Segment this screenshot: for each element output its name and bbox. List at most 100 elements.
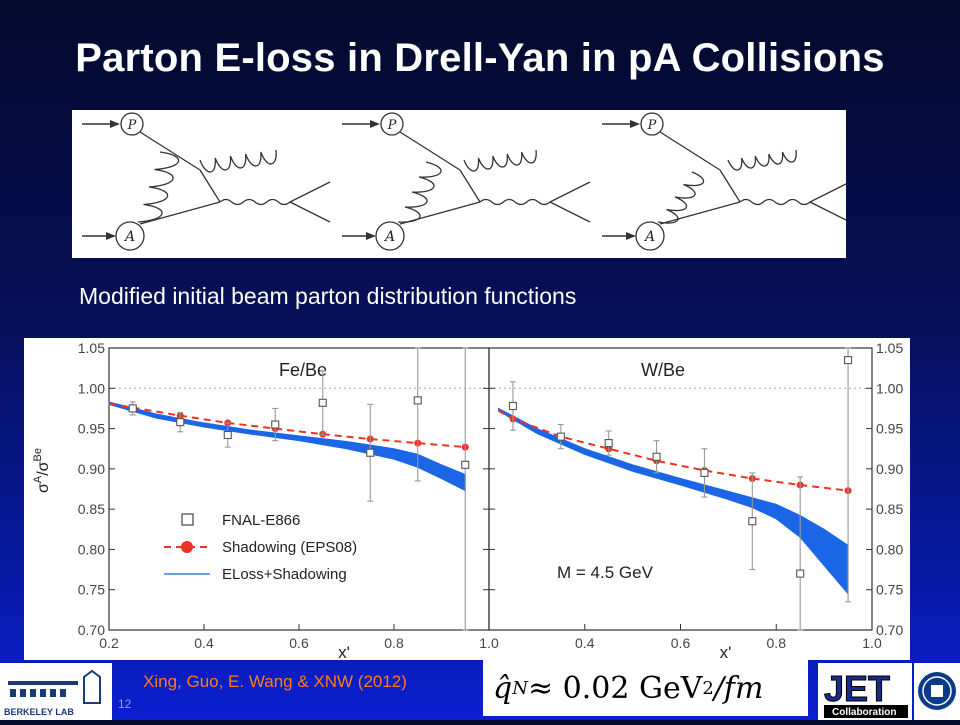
beam-arrow-head bbox=[110, 120, 120, 128]
lepton-line bbox=[289, 201, 331, 223]
plot-panel-2: 0.70 0.75 0.80 0.85 0.90 0.95 1.00 1.05 0.4 0.6 0.… bbox=[488, 340, 903, 662]
target-arrow-head bbox=[366, 232, 376, 240]
formula-qhat: q̂ bbox=[493, 670, 513, 706]
data-point bbox=[844, 356, 853, 365]
data-point bbox=[796, 569, 805, 578]
quark-line bbox=[399, 131, 461, 171]
gluon-line bbox=[137, 151, 180, 223]
data-point bbox=[318, 398, 327, 407]
data-point bbox=[223, 430, 232, 440]
plot-frame bbox=[108, 347, 490, 631]
target-arrow-head bbox=[106, 232, 116, 240]
target-label: A bbox=[643, 229, 655, 245]
gluon-line bbox=[397, 161, 442, 223]
x-tick-label: 0.2 bbox=[99, 635, 119, 651]
slide-subtitle: Modified initial beam parton distributio… bbox=[79, 283, 577, 309]
beam-label: P bbox=[647, 118, 657, 133]
lepton-line bbox=[809, 201, 851, 223]
eloss-band bbox=[108, 401, 466, 492]
berkeley-lab-logo: BERKELEY LAB bbox=[0, 663, 112, 720]
beam-blob bbox=[120, 112, 144, 136]
data-point bbox=[413, 396, 422, 405]
data-point bbox=[508, 401, 517, 411]
plot-frame bbox=[488, 347, 873, 631]
legend-circle-marker bbox=[181, 541, 193, 553]
x-tick-label: 0.8 bbox=[384, 635, 404, 651]
jet-logo-text: JET bbox=[824, 668, 890, 709]
quark-line bbox=[659, 131, 721, 171]
slide-title: Parton E-loss in Drell-Yan in pA Collisi… bbox=[75, 36, 885, 80]
y-tick-label: 0.95 bbox=[876, 421, 903, 437]
data-point bbox=[271, 420, 280, 429]
beam-blob bbox=[640, 112, 664, 136]
quark-line bbox=[139, 131, 201, 171]
y-tick-label: 0.95 bbox=[78, 421, 105, 437]
x-tick-label: 0.4 bbox=[575, 635, 595, 651]
ratio-plots: 0.70 0.75 0.80 0.85 0.90 0.95 1.00 1.05 0.2 0.4 0.… bbox=[32, 340, 903, 662]
plot-panel-1: 0.70 0.75 0.80 0.85 0.90 0.95 1.00 1.05 0.2 0.4 0.… bbox=[32, 340, 499, 662]
y-tick-label: 0.80 bbox=[78, 541, 105, 557]
legend-label: ELoss+Shadowing bbox=[222, 566, 347, 583]
beam-arrow-head bbox=[630, 120, 640, 128]
target-blob bbox=[375, 221, 405, 251]
beam-arrow-head bbox=[370, 120, 380, 128]
jet-logo-subtext: Collaboration bbox=[832, 707, 896, 718]
y-tick-label: 1.00 bbox=[78, 380, 105, 396]
y-tick-label: 0.85 bbox=[78, 501, 105, 517]
data-point bbox=[128, 404, 137, 413]
y-tick-label: 0.85 bbox=[876, 501, 903, 517]
data-point bbox=[176, 418, 185, 427]
target-label: A bbox=[123, 229, 135, 245]
gluon-line bbox=[463, 149, 537, 172]
data-point bbox=[700, 468, 709, 477]
target-blob bbox=[115, 221, 145, 251]
data-point bbox=[556, 432, 565, 441]
x-tick-label: 0.6 bbox=[671, 635, 691, 651]
gluon-line bbox=[199, 149, 277, 173]
beam-label: P bbox=[387, 118, 397, 133]
beam-label: P bbox=[127, 118, 137, 133]
beam-blob bbox=[380, 112, 404, 136]
target-arrow-head bbox=[626, 232, 636, 240]
x-tick-label: 0.4 bbox=[194, 635, 214, 651]
y-tick-label: 1.00 bbox=[876, 380, 903, 396]
university-seal-logo bbox=[914, 663, 960, 720]
lepton-line bbox=[289, 181, 331, 203]
data-point bbox=[604, 439, 613, 448]
formula-sub: N bbox=[512, 677, 528, 699]
y-tick-label: 0.75 bbox=[876, 582, 903, 598]
data-point bbox=[748, 517, 757, 526]
lepton-line bbox=[809, 181, 851, 203]
y-tick-label: 0.70 bbox=[78, 622, 105, 638]
feynman-diagram-1: PA bbox=[82, 112, 331, 251]
feynman-diagram-3: PA bbox=[602, 112, 851, 251]
data-point bbox=[461, 460, 470, 469]
quark-line bbox=[719, 169, 741, 203]
y-tick-label: 0.80 bbox=[876, 541, 903, 557]
x-axis-label: x' bbox=[338, 643, 350, 660]
berkeley-lab-text: BERKELEY LAB bbox=[4, 707, 74, 717]
data-point bbox=[652, 452, 661, 461]
x-tick-label: 1.0 bbox=[479, 635, 499, 651]
quark-line bbox=[199, 169, 221, 203]
jet-collaboration-logo: JET Collaboration bbox=[818, 663, 912, 720]
x-tick-label: 1.0 bbox=[862, 635, 882, 651]
plot-panel: 0.70 0.75 0.80 0.85 0.90 0.95 1.00 1.05 0.2 0.4 0.… bbox=[24, 338, 910, 662]
lepton-line bbox=[549, 201, 591, 223]
legend-label: Shadowing (EPS08) bbox=[222, 539, 357, 556]
photon-line bbox=[219, 198, 291, 206]
antiquark-line bbox=[659, 201, 741, 225]
y-tick-label: 0.70 bbox=[876, 622, 903, 638]
y-tick-label: 1.05 bbox=[78, 340, 105, 356]
panel-label: W/Be bbox=[641, 360, 685, 380]
y-axis-label: σA/σBe bbox=[32, 448, 52, 493]
x-tick-label: 0.6 bbox=[289, 635, 309, 651]
lepton-line bbox=[549, 181, 591, 203]
formula-tail: /fm bbox=[713, 670, 764, 706]
formula-sup: 2 bbox=[702, 677, 714, 699]
target-label: A bbox=[383, 229, 395, 245]
legend-label: FNAL-E866 bbox=[222, 512, 300, 529]
y-tick-label: 0.90 bbox=[876, 461, 903, 477]
